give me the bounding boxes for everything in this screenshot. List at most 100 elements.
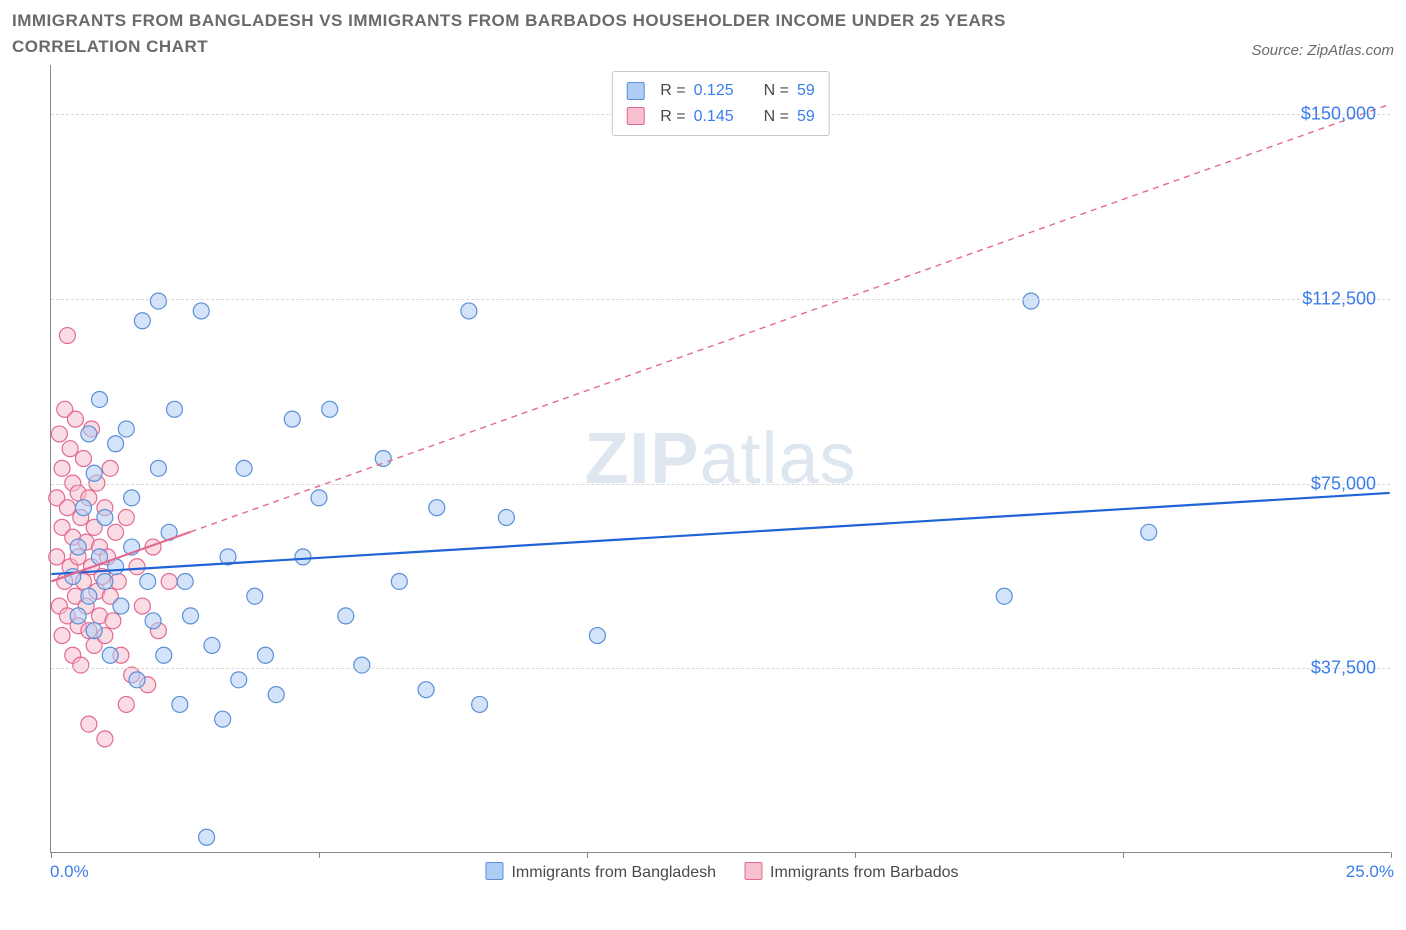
- scatter-point: [295, 549, 311, 565]
- scatter-point: [105, 613, 121, 629]
- x-tick: [855, 852, 856, 858]
- scatter-point: [354, 657, 370, 673]
- scatter-point: [129, 672, 145, 688]
- scatter-point: [86, 465, 102, 481]
- scatter-point: [150, 293, 166, 309]
- scatter-point: [268, 687, 284, 703]
- scatter-point: [118, 421, 134, 437]
- chart-container: Householder Income Under 25 years ZIPatl…: [12, 65, 1394, 885]
- x-max-label: 25.0%: [1346, 862, 1394, 882]
- scatter-point: [375, 451, 391, 467]
- y-value-label: $112,500: [1302, 288, 1376, 309]
- scatter-point: [193, 303, 209, 319]
- scatter-point: [108, 524, 124, 540]
- scatter-point: [1023, 293, 1039, 309]
- scatter-point: [498, 510, 514, 526]
- scatter-point: [461, 303, 477, 319]
- scatter-point: [311, 490, 327, 506]
- legend-label: Immigrants from Barbados: [770, 864, 959, 881]
- scatter-point: [54, 460, 70, 476]
- legend-swatch: [744, 862, 762, 880]
- scatter-point: [284, 411, 300, 427]
- scatter-point: [129, 559, 145, 575]
- legend-swatch: [626, 82, 644, 100]
- scatter-point: [391, 573, 407, 589]
- scatter-point: [81, 588, 97, 604]
- scatter-point: [59, 328, 75, 344]
- y-value-label: $150,000: [1301, 104, 1376, 125]
- x-axis-row: 0.0% Immigrants from BangladeshImmigrant…: [50, 859, 1394, 885]
- trend-line: [51, 493, 1389, 574]
- scatter-point: [156, 647, 172, 663]
- legend-item: Immigrants from Bangladesh: [485, 862, 716, 882]
- n-label: N =: [764, 78, 789, 104]
- scatter-point: [231, 672, 247, 688]
- scatter-point: [102, 460, 118, 476]
- scatter-point: [118, 510, 134, 526]
- scatter-point: [140, 573, 156, 589]
- scatter-point: [589, 628, 605, 644]
- gridline: [51, 484, 1390, 485]
- scatter-point: [322, 401, 338, 417]
- scatter-point: [145, 613, 161, 629]
- scatter-point: [86, 623, 102, 639]
- scatter-point: [1141, 524, 1157, 540]
- scatter-point: [81, 716, 97, 732]
- plot-area: ZIPatlas R = 0.125N = 59R = 0.145N = 59 …: [50, 65, 1390, 853]
- scatter-point: [59, 500, 75, 516]
- scatter-point: [134, 313, 150, 329]
- scatter-point: [70, 608, 86, 624]
- chart-title: IMMIGRANTS FROM BANGLADESH VS IMMIGRANTS…: [12, 8, 1132, 59]
- scatter-point: [996, 588, 1012, 604]
- legend-item: Immigrants from Barbados: [744, 862, 959, 882]
- scatter-point: [177, 573, 193, 589]
- r-value: 0.145: [694, 104, 734, 130]
- scatter-point: [97, 510, 113, 526]
- scatter-point: [73, 657, 89, 673]
- legend-row: R = 0.145 N = 59: [626, 104, 815, 130]
- scatter-point: [70, 539, 86, 555]
- gridline: [51, 299, 1390, 300]
- scatter-point: [81, 426, 97, 442]
- gridline: [51, 668, 1390, 669]
- r-value: 0.125: [694, 78, 734, 104]
- scatter-point: [236, 460, 252, 476]
- x-tick: [587, 852, 588, 858]
- scatter-point: [257, 647, 273, 663]
- r-label: R =: [660, 104, 685, 130]
- scatter-point: [134, 598, 150, 614]
- scatter-point: [183, 608, 199, 624]
- scatter-point: [75, 451, 91, 467]
- scatter-point: [67, 411, 83, 427]
- scatter-point: [472, 696, 488, 712]
- scatter-point: [92, 391, 108, 407]
- x-tick: [51, 852, 52, 858]
- r-label: R =: [660, 78, 685, 104]
- scatter-point: [49, 549, 65, 565]
- correlation-legend: R = 0.125 N = 59 R = 0.145 N = 59: [611, 71, 830, 136]
- scatter-point: [150, 460, 166, 476]
- scatter-point: [215, 711, 231, 727]
- y-value-label: $37,500: [1311, 658, 1376, 679]
- scatter-point: [124, 490, 140, 506]
- legend-row: R = 0.125 N = 59: [626, 78, 815, 104]
- n-label: N =: [764, 104, 789, 130]
- scatter-point: [166, 401, 182, 417]
- scatter-point: [172, 696, 188, 712]
- trend-line-dashed: [191, 104, 1390, 531]
- scatter-point: [54, 628, 70, 644]
- scatter-point: [62, 441, 78, 457]
- y-value-label: $75,000: [1311, 473, 1376, 494]
- legend-swatch: [626, 107, 644, 125]
- series-legend: Immigrants from Bangladesh Immigrants fro…: [485, 862, 958, 882]
- scatter-point: [247, 588, 263, 604]
- x-min-label: 0.0%: [50, 862, 89, 882]
- scatter-point: [199, 829, 215, 845]
- source-label: Source: ZipAtlas.com: [1251, 42, 1394, 59]
- n-value: 59: [797, 104, 815, 130]
- plot-svg: [51, 65, 1390, 852]
- n-value: 59: [797, 78, 815, 104]
- scatter-point: [75, 500, 91, 516]
- scatter-point: [429, 500, 445, 516]
- scatter-point: [161, 573, 177, 589]
